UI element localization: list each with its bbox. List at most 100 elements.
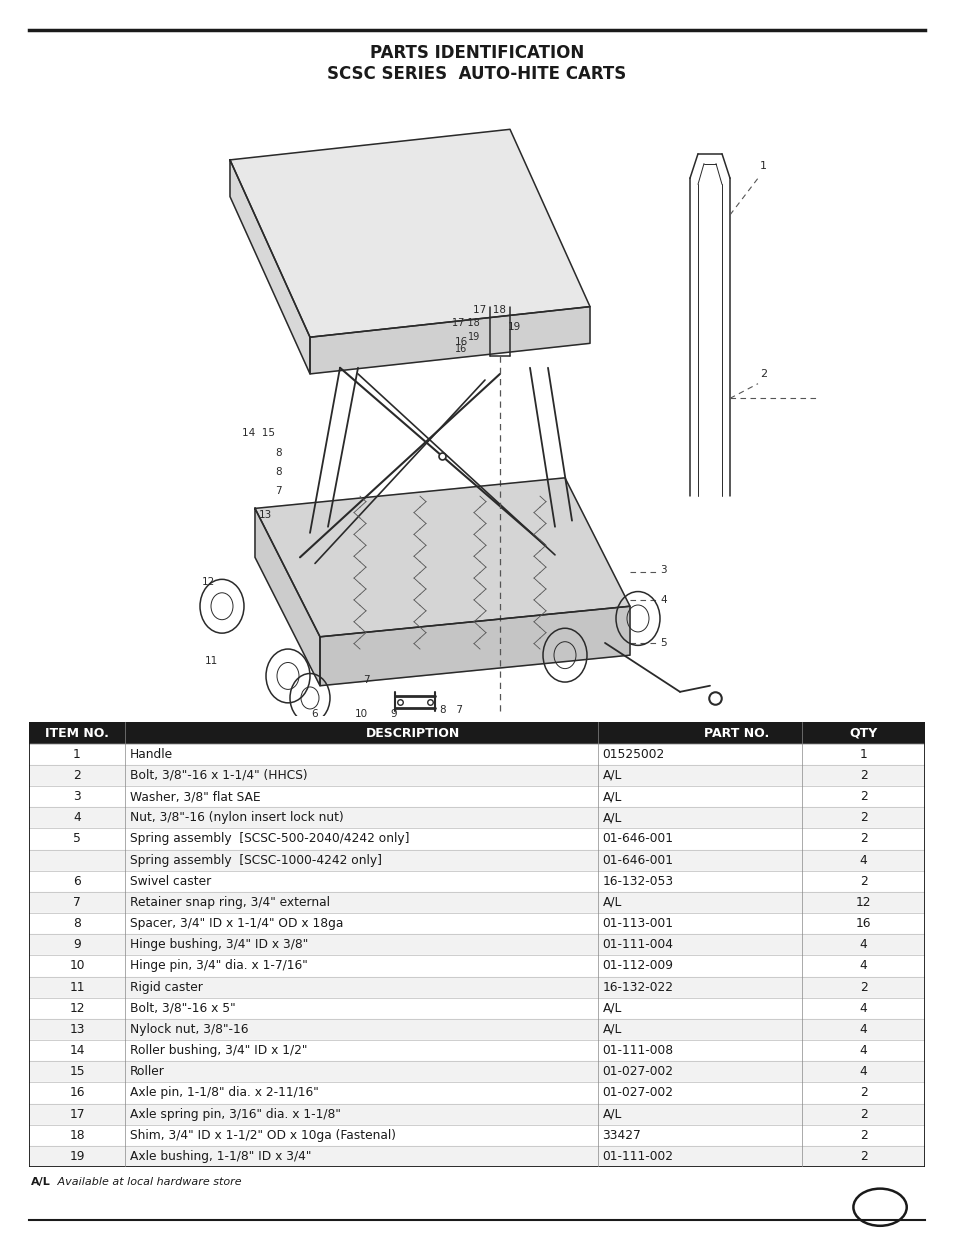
- Bar: [29, 829, 924, 850]
- Bar: [29, 934, 924, 956]
- Text: PARTS IDENTIFICATION: PARTS IDENTIFICATION: [370, 44, 583, 62]
- Polygon shape: [230, 130, 589, 337]
- Text: 16-132-053: 16-132-053: [602, 874, 673, 888]
- Text: 33427: 33427: [602, 1129, 640, 1142]
- Text: 2: 2: [859, 832, 866, 846]
- Text: 4: 4: [73, 811, 81, 824]
- Text: 01525002: 01525002: [602, 747, 664, 761]
- Text: SCSC SERIES  AUTO-HITE CARTS: SCSC SERIES AUTO-HITE CARTS: [327, 65, 626, 83]
- Text: 01-111-002: 01-111-002: [602, 1150, 673, 1163]
- Text: 11: 11: [205, 656, 218, 666]
- Polygon shape: [254, 478, 629, 637]
- Bar: [29, 1125, 924, 1146]
- Text: A/L: A/L: [602, 811, 621, 824]
- Polygon shape: [319, 606, 629, 685]
- Text: 2: 2: [859, 1087, 866, 1099]
- Text: 8   7: 8 7: [439, 705, 462, 715]
- Text: A/L: A/L: [602, 895, 621, 909]
- Text: 8: 8: [275, 467, 282, 477]
- Bar: [29, 743, 924, 764]
- Text: Roller bushing, 3/4" ID x 1/2": Roller bushing, 3/4" ID x 1/2": [130, 1044, 307, 1057]
- Text: A/L: A/L: [602, 790, 621, 803]
- Text: 9: 9: [73, 939, 81, 951]
- Text: ITEM NO.: ITEM NO.: [45, 726, 109, 740]
- Text: 4: 4: [859, 1066, 866, 1078]
- Text: 16-132-022: 16-132-022: [602, 981, 673, 994]
- Text: Bolt, 3/8"-16 x 5": Bolt, 3/8"-16 x 5": [130, 1002, 235, 1015]
- Text: 12: 12: [70, 1002, 85, 1015]
- Text: QTY: QTY: [848, 726, 877, 740]
- Text: 12: 12: [201, 577, 214, 587]
- Bar: [29, 871, 924, 892]
- Text: 7: 7: [73, 895, 81, 909]
- Text: 4: 4: [859, 1044, 866, 1057]
- Bar: [29, 913, 924, 934]
- Text: 1: 1: [760, 161, 766, 170]
- Text: 6: 6: [73, 874, 81, 888]
- Text: 10: 10: [355, 709, 368, 719]
- Text: 2: 2: [859, 811, 866, 824]
- Bar: [29, 998, 924, 1019]
- Text: 13: 13: [258, 510, 272, 520]
- Text: 6: 6: [312, 709, 318, 719]
- Bar: [29, 1040, 924, 1061]
- Text: 7: 7: [275, 487, 282, 496]
- Text: 2: 2: [859, 790, 866, 803]
- Text: 1: 1: [859, 747, 866, 761]
- Text: 4: 4: [859, 1023, 866, 1036]
- Text: Available at local hardware store: Available at local hardware store: [54, 1177, 242, 1187]
- Text: 7: 7: [363, 674, 370, 684]
- Text: A/L: A/L: [602, 769, 621, 782]
- Polygon shape: [254, 509, 319, 685]
- Bar: [29, 722, 924, 743]
- Bar: [29, 850, 924, 871]
- Text: 16: 16: [455, 345, 467, 354]
- Text: 4: 4: [859, 960, 866, 972]
- Text: 19: 19: [467, 332, 479, 342]
- Text: 8: 8: [73, 918, 81, 930]
- Text: 01-646-001: 01-646-001: [602, 853, 673, 867]
- Text: 01-112-009: 01-112-009: [602, 960, 673, 972]
- Text: A/L: A/L: [30, 1177, 51, 1187]
- Text: 11: 11: [70, 981, 85, 994]
- Text: Washer, 3/8" flat SAE: Washer, 3/8" flat SAE: [130, 790, 260, 803]
- Text: 3: 3: [659, 564, 666, 574]
- Text: Shim, 3/4" ID x 1-1/2" OD x 10ga (Fastenal): Shim, 3/4" ID x 1-1/2" OD x 10ga (Fasten…: [130, 1129, 395, 1142]
- Text: 2: 2: [859, 1129, 866, 1142]
- Text: 2: 2: [859, 874, 866, 888]
- Text: 16: 16: [70, 1087, 85, 1099]
- Bar: [29, 1146, 924, 1167]
- Text: PART NO.: PART NO.: [703, 726, 769, 740]
- Text: 2: 2: [73, 769, 81, 782]
- Text: 18: 18: [70, 1129, 85, 1142]
- Text: 4: 4: [659, 595, 666, 605]
- Text: 4: 4: [859, 853, 866, 867]
- Text: A/L: A/L: [602, 1023, 621, 1036]
- Text: 17 18: 17 18: [452, 317, 479, 327]
- Bar: [29, 956, 924, 977]
- Text: 4: 4: [859, 1002, 866, 1015]
- Text: 01-111-004: 01-111-004: [602, 939, 673, 951]
- Text: 19: 19: [70, 1150, 85, 1163]
- Text: Hinge pin, 3/4" dia. x 1-7/16": Hinge pin, 3/4" dia. x 1-7/16": [130, 960, 308, 972]
- Bar: [29, 785, 924, 808]
- Text: 13: 13: [70, 1023, 85, 1036]
- Text: DESCRIPTION: DESCRIPTION: [366, 726, 460, 740]
- Text: 16: 16: [455, 337, 468, 347]
- Text: 01-111-008: 01-111-008: [602, 1044, 673, 1057]
- Bar: [29, 892, 924, 913]
- Text: Swivel caster: Swivel caster: [130, 874, 211, 888]
- Text: 14  15: 14 15: [242, 427, 274, 437]
- Bar: [29, 764, 924, 785]
- Text: Spring assembly  [SCSC-1000-4242 only]: Spring assembly [SCSC-1000-4242 only]: [130, 853, 381, 867]
- Text: 01-027-002: 01-027-002: [602, 1087, 673, 1099]
- Text: 10: 10: [70, 960, 85, 972]
- Text: Rigid caster: Rigid caster: [130, 981, 203, 994]
- Bar: [29, 1061, 924, 1082]
- Text: 16: 16: [855, 918, 870, 930]
- Bar: [29, 1082, 924, 1104]
- Text: Spacer, 3/4" ID x 1-1/4" OD x 18ga: Spacer, 3/4" ID x 1-1/4" OD x 18ga: [130, 918, 343, 930]
- Text: Roller: Roller: [130, 1066, 165, 1078]
- Text: Bolt, 3/8"-16 x 1-1/4" (HHCS): Bolt, 3/8"-16 x 1-1/4" (HHCS): [130, 769, 307, 782]
- Text: 01-646-001: 01-646-001: [602, 832, 673, 846]
